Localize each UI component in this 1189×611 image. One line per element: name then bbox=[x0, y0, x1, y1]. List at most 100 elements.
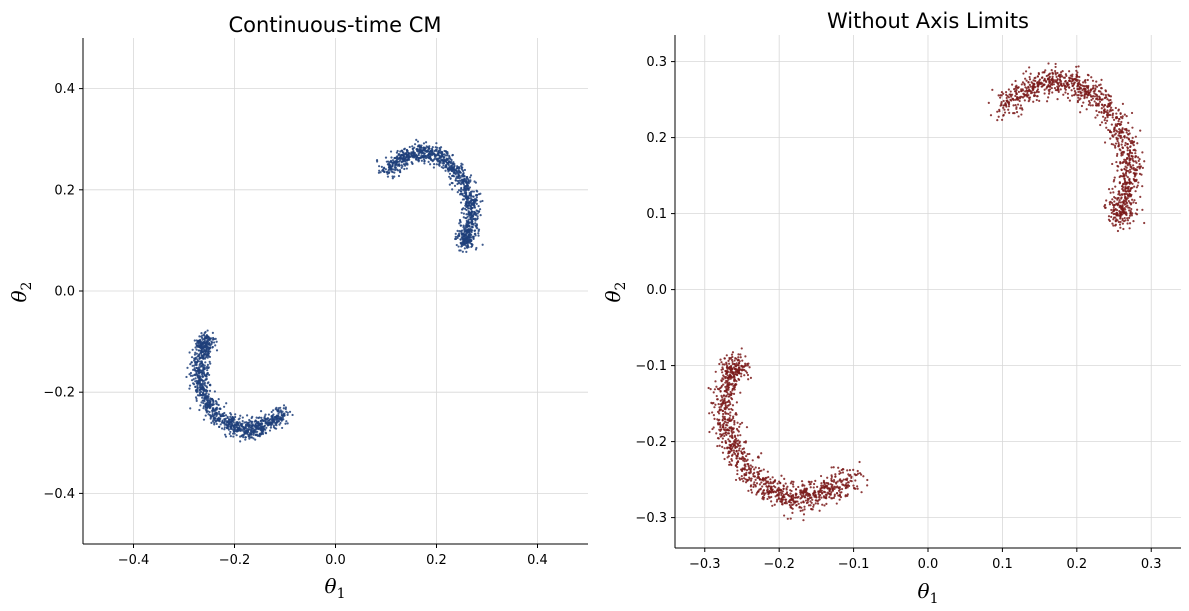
scatter-point bbox=[736, 359, 739, 362]
left-chart-title: Continuous-time CM bbox=[228, 13, 441, 37]
scatter-point bbox=[1116, 213, 1119, 216]
scatter-point bbox=[1135, 172, 1138, 175]
scatter-point bbox=[1114, 146, 1117, 149]
scatter-point bbox=[291, 413, 294, 417]
scatter-point bbox=[782, 495, 785, 499]
scatter-point bbox=[204, 414, 207, 417]
scatter-point bbox=[737, 444, 740, 447]
scatter-point bbox=[730, 434, 734, 437]
scatter-point bbox=[1119, 161, 1122, 164]
scatter-point bbox=[707, 386, 710, 390]
scatter-point bbox=[1111, 162, 1114, 166]
scatter-point bbox=[803, 505, 806, 508]
scatter-point bbox=[1016, 86, 1020, 89]
scatter-point bbox=[394, 167, 397, 170]
scatter-point bbox=[457, 181, 460, 184]
scatter-point bbox=[474, 222, 477, 225]
scatter-point bbox=[830, 477, 833, 480]
scatter-point bbox=[468, 201, 472, 204]
scatter-point bbox=[459, 189, 462, 193]
scatter-point bbox=[1087, 89, 1090, 92]
scatter-point bbox=[828, 487, 831, 490]
scatter-point bbox=[1004, 102, 1007, 105]
scatter-point bbox=[1128, 227, 1131, 230]
scatter-point bbox=[1129, 140, 1132, 143]
scatter-point bbox=[1103, 141, 1107, 144]
scatter-point bbox=[714, 403, 717, 406]
scatter-point bbox=[463, 195, 466, 198]
scatter-point bbox=[724, 385, 727, 388]
scatter-point bbox=[254, 426, 257, 429]
scatter-point bbox=[444, 159, 447, 162]
scatter-point bbox=[266, 417, 269, 420]
scatter-point bbox=[764, 482, 767, 485]
scatter-point bbox=[742, 477, 746, 480]
scatter-point bbox=[427, 146, 430, 149]
scatter-point bbox=[1122, 150, 1125, 153]
scatter-point bbox=[756, 491, 759, 494]
scatter-point bbox=[1117, 141, 1120, 145]
scatter-point bbox=[736, 469, 739, 472]
scatter-point bbox=[1041, 71, 1044, 74]
scatter-point bbox=[390, 161, 394, 164]
scatter-point bbox=[720, 433, 723, 436]
scatter-point bbox=[728, 418, 731, 421]
scatter-point bbox=[736, 466, 739, 469]
scatter-point bbox=[385, 171, 389, 174]
scatter-point bbox=[727, 408, 731, 411]
scatter-point bbox=[1131, 159, 1134, 162]
scatter-point bbox=[248, 421, 251, 424]
scatter-point bbox=[1028, 78, 1032, 81]
scatter-point bbox=[734, 478, 738, 482]
scatter-point bbox=[476, 190, 479, 193]
scatter-point bbox=[466, 246, 469, 249]
scatter-point bbox=[724, 372, 728, 376]
left-axes: −0.4 −0.2 0.0 0.2 0.4−0.4−0.20.00.20.4 bbox=[43, 38, 588, 568]
scatter-point bbox=[462, 212, 465, 215]
scatter-point bbox=[198, 357, 201, 360]
right-y-axis-label: θ2 bbox=[601, 282, 629, 303]
x-tick-label: 0.3 bbox=[1141, 557, 1162, 572]
scatter-point bbox=[715, 394, 718, 398]
scatter-point bbox=[1118, 117, 1121, 121]
scatter-point bbox=[1126, 157, 1129, 160]
scatter-point bbox=[467, 239, 470, 242]
scatter-point bbox=[778, 480, 781, 483]
scatter-point bbox=[718, 408, 722, 411]
scatter-point bbox=[828, 489, 831, 493]
scatter-point bbox=[458, 249, 461, 252]
scatter-point bbox=[235, 434, 238, 437]
scatter-point bbox=[826, 476, 829, 479]
scatter-point bbox=[1130, 193, 1133, 196]
scatter-point bbox=[453, 162, 456, 166]
scatter-point bbox=[468, 186, 471, 189]
scatter-point bbox=[728, 381, 731, 384]
scatter-point bbox=[188, 384, 192, 387]
scatter-point bbox=[201, 396, 204, 399]
scatter-point bbox=[1079, 86, 1082, 89]
scatter-point bbox=[742, 457, 745, 460]
scatter-point bbox=[464, 189, 468, 192]
scatter-point bbox=[201, 362, 204, 365]
scatter-point bbox=[391, 159, 395, 162]
scatter-point bbox=[225, 402, 228, 405]
scatter-point bbox=[376, 160, 379, 163]
scatter-point bbox=[723, 357, 726, 360]
scatter-point bbox=[735, 437, 738, 440]
scatter-point bbox=[722, 374, 725, 377]
scatter-point bbox=[781, 503, 784, 506]
scatter-point bbox=[725, 394, 728, 397]
scatter-point bbox=[799, 489, 802, 492]
scatter-point bbox=[1141, 185, 1144, 188]
scatter-point bbox=[473, 205, 476, 208]
scatter-point bbox=[812, 492, 815, 495]
scatter-point bbox=[797, 485, 800, 489]
x-tick-label: 0.4 bbox=[527, 553, 548, 568]
scatter-point bbox=[203, 373, 206, 376]
scatter-point bbox=[1023, 99, 1026, 102]
scatter-point bbox=[457, 169, 461, 172]
scatter-point bbox=[749, 467, 753, 470]
scatter-point bbox=[271, 414, 274, 417]
scatter-point bbox=[1000, 94, 1003, 97]
scatter-point bbox=[1106, 109, 1109, 112]
